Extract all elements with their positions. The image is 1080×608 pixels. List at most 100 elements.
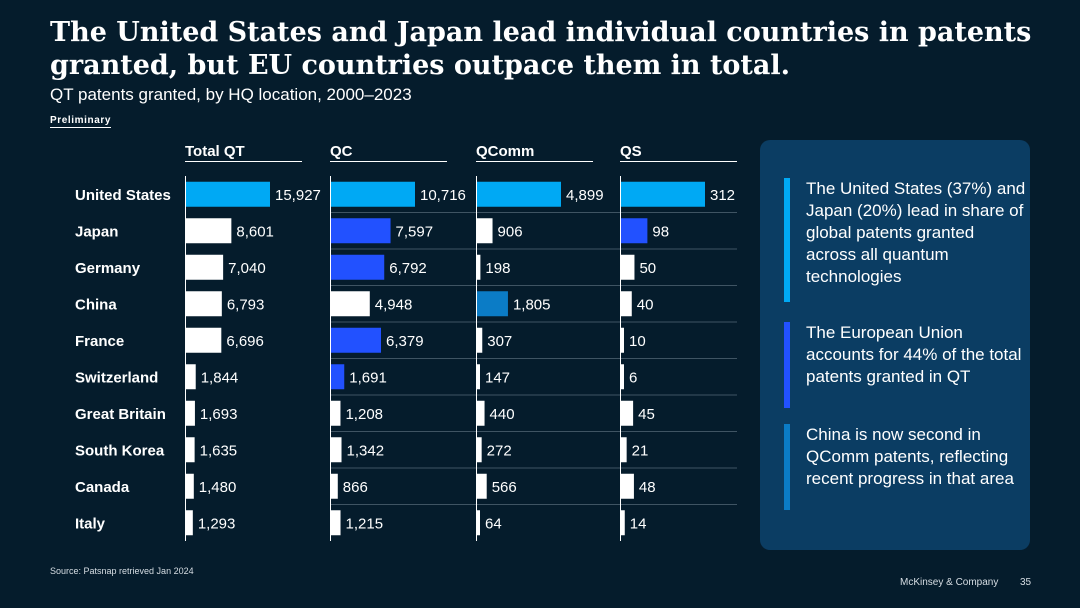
bar xyxy=(331,364,345,390)
preliminary-label: Preliminary xyxy=(50,115,112,128)
page-number: 35 xyxy=(1020,577,1032,588)
bar xyxy=(186,291,222,317)
column-header-total-qt: Total QT xyxy=(185,143,245,160)
bar xyxy=(186,473,194,499)
brand-name: McKinsey & Company xyxy=(900,577,999,588)
takeaway-accent-bar xyxy=(784,322,790,408)
bar xyxy=(621,254,635,280)
bar xyxy=(621,291,632,317)
bar xyxy=(331,218,391,244)
value-label: 1,480 xyxy=(199,479,237,496)
bar xyxy=(186,364,196,390)
category-label: China xyxy=(75,296,117,313)
value-label: 1,805 xyxy=(513,296,551,313)
bar xyxy=(186,327,222,353)
bar xyxy=(331,181,415,207)
value-label: 15,927 xyxy=(275,187,321,204)
takeaways-panel: The United States (37%) and Japan (20%) … xyxy=(760,140,1030,550)
value-label: 6,379 xyxy=(386,333,424,350)
bar xyxy=(621,218,648,244)
value-label: 307 xyxy=(487,333,512,350)
category-label: Great Britain xyxy=(75,406,166,423)
value-label: 7,597 xyxy=(396,223,434,240)
value-label: 1,342 xyxy=(347,442,385,459)
slide-subtitle: QT patents granted, by HQ location, 2000… xyxy=(50,85,412,104)
category-label: Canada xyxy=(75,479,130,496)
bar xyxy=(331,400,341,426)
bar xyxy=(477,510,480,536)
value-label: 6 xyxy=(629,369,637,386)
value-label: 906 xyxy=(498,223,523,240)
category-label: Germany xyxy=(75,260,141,277)
takeaway-accent-bar xyxy=(784,178,790,302)
category-label: South Korea xyxy=(75,442,165,459)
value-label: 50 xyxy=(639,260,656,277)
bar xyxy=(186,437,195,463)
bar xyxy=(477,254,481,280)
value-label: 1,693 xyxy=(200,406,238,423)
slide-title: The United States and Japan lead individ… xyxy=(50,17,1032,81)
takeaway-eu: The European Union accounts for 44% of t… xyxy=(784,322,1026,408)
value-label: 45 xyxy=(638,406,655,423)
value-label: 4,899 xyxy=(566,187,604,204)
value-label: 48 xyxy=(639,479,656,496)
takeaway-text: China is now second in QComm patents, re… xyxy=(806,425,1014,488)
patents-bar-chart: Total QT QC QComm QS United States Japan Germa… xyxy=(75,143,737,541)
value-label: 198 xyxy=(485,260,510,277)
bar xyxy=(621,437,627,463)
bar xyxy=(331,510,341,536)
bar xyxy=(186,254,224,280)
value-label: 1,691 xyxy=(349,369,387,386)
bar xyxy=(621,181,705,207)
value-label: 7,040 xyxy=(228,260,266,277)
category-label: Japan xyxy=(75,223,118,240)
bar xyxy=(477,181,561,207)
bar xyxy=(331,473,338,499)
value-label: 866 xyxy=(343,479,368,496)
category-label: United States xyxy=(75,187,171,204)
value-label: 4,948 xyxy=(375,296,413,313)
column-header-qc: QC xyxy=(330,143,353,160)
category-label: Switzerland xyxy=(75,369,158,386)
value-label: 6,792 xyxy=(389,260,427,277)
bar xyxy=(331,291,370,317)
takeaway-accent-bar xyxy=(784,424,790,510)
value-label: 440 xyxy=(490,406,515,423)
bar xyxy=(621,364,624,390)
takeaway-text: The European Union accounts for 44% of t… xyxy=(806,323,1022,386)
value-label: 14 xyxy=(630,515,647,532)
value-label: 147 xyxy=(485,369,510,386)
bar xyxy=(186,510,193,536)
value-label: 1,208 xyxy=(345,406,383,423)
column-header-qcomm: QComm xyxy=(476,143,534,160)
bar xyxy=(331,327,382,353)
source-note: Source: Patsnap retrieved Jan 2024 xyxy=(50,566,194,576)
bar xyxy=(477,437,482,463)
value-label: 6,696 xyxy=(226,333,264,350)
bar xyxy=(477,291,508,317)
takeaway-text: The United States (37%) and Japan (20%) … xyxy=(806,179,1026,286)
bar xyxy=(621,473,634,499)
value-label: 1,293 xyxy=(198,515,236,532)
value-label: 566 xyxy=(492,479,517,496)
bar xyxy=(186,218,232,244)
column-header-qs: QS xyxy=(620,143,642,160)
category-label: France xyxy=(75,333,124,350)
bar xyxy=(621,327,624,353)
value-label: 1,635 xyxy=(200,442,238,459)
bar xyxy=(186,400,195,426)
bar xyxy=(477,400,485,426)
value-label: 6,793 xyxy=(227,296,265,313)
bar xyxy=(477,473,487,499)
value-label: 1,215 xyxy=(346,515,384,532)
value-label: 1,844 xyxy=(201,369,239,386)
category-label: Italy xyxy=(75,515,106,532)
value-label: 40 xyxy=(637,296,654,313)
value-label: 312 xyxy=(710,187,735,204)
value-label: 10,716 xyxy=(420,187,466,204)
bar xyxy=(477,364,480,390)
bar xyxy=(477,327,483,353)
value-label: 272 xyxy=(487,442,512,459)
bar xyxy=(331,437,342,463)
bar xyxy=(331,254,385,280)
